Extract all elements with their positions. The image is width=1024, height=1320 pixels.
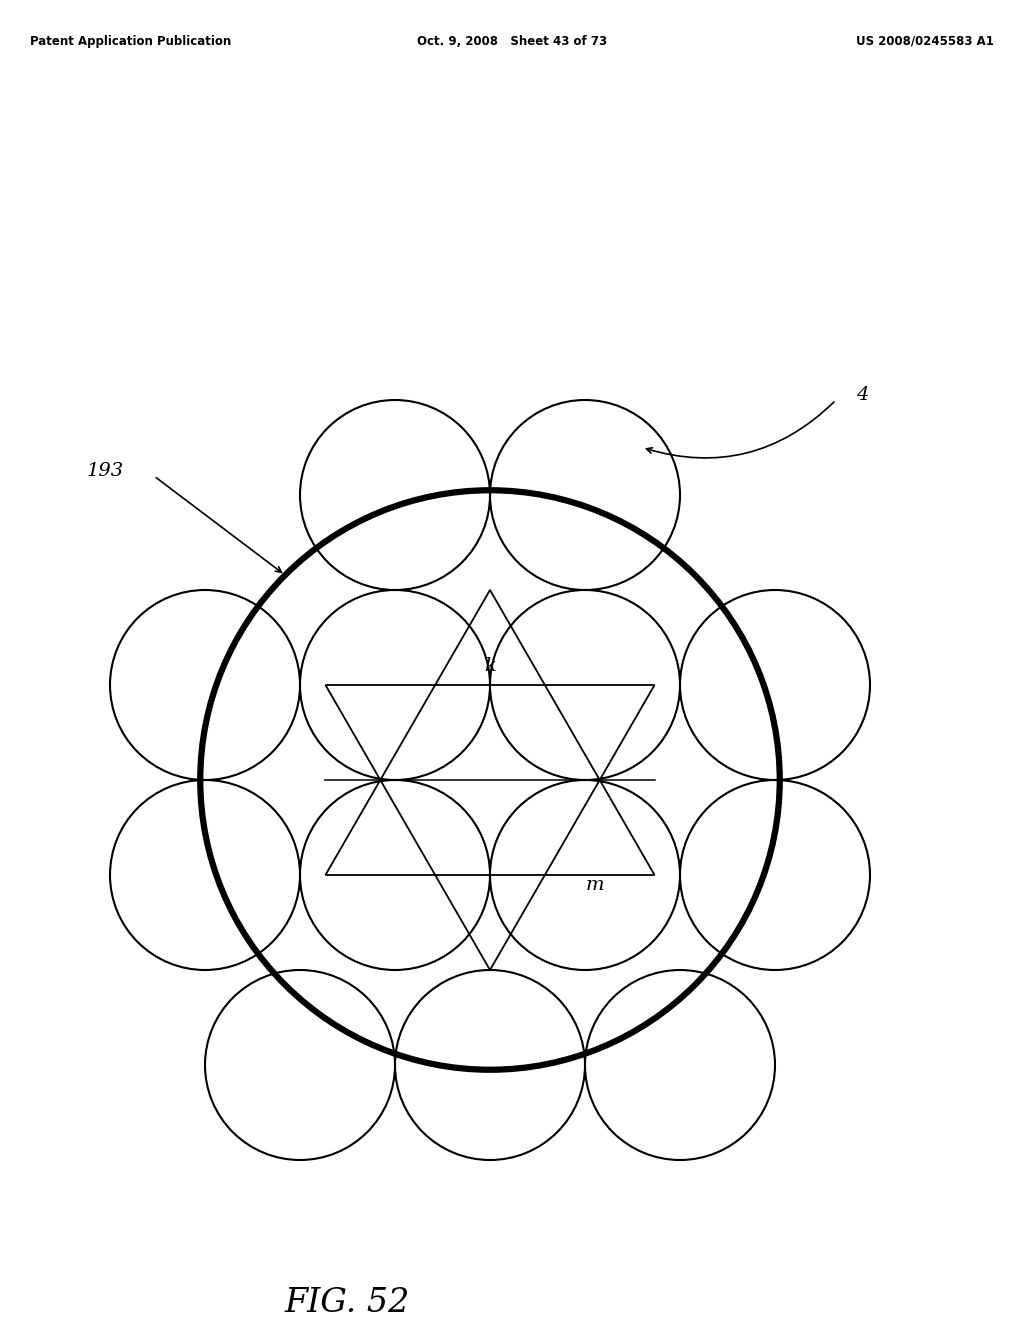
Text: 4: 4 xyxy=(856,385,868,404)
Text: Oct. 9, 2008   Sheet 43 of 73: Oct. 9, 2008 Sheet 43 of 73 xyxy=(417,36,607,48)
Text: FIG. 52: FIG. 52 xyxy=(285,1287,411,1319)
Text: US 2008/0245583 A1: US 2008/0245583 A1 xyxy=(856,36,994,48)
Text: Patent Application Publication: Patent Application Publication xyxy=(30,36,231,48)
Text: m: m xyxy=(586,875,604,894)
Text: k: k xyxy=(484,657,496,675)
Text: 193: 193 xyxy=(87,462,124,480)
